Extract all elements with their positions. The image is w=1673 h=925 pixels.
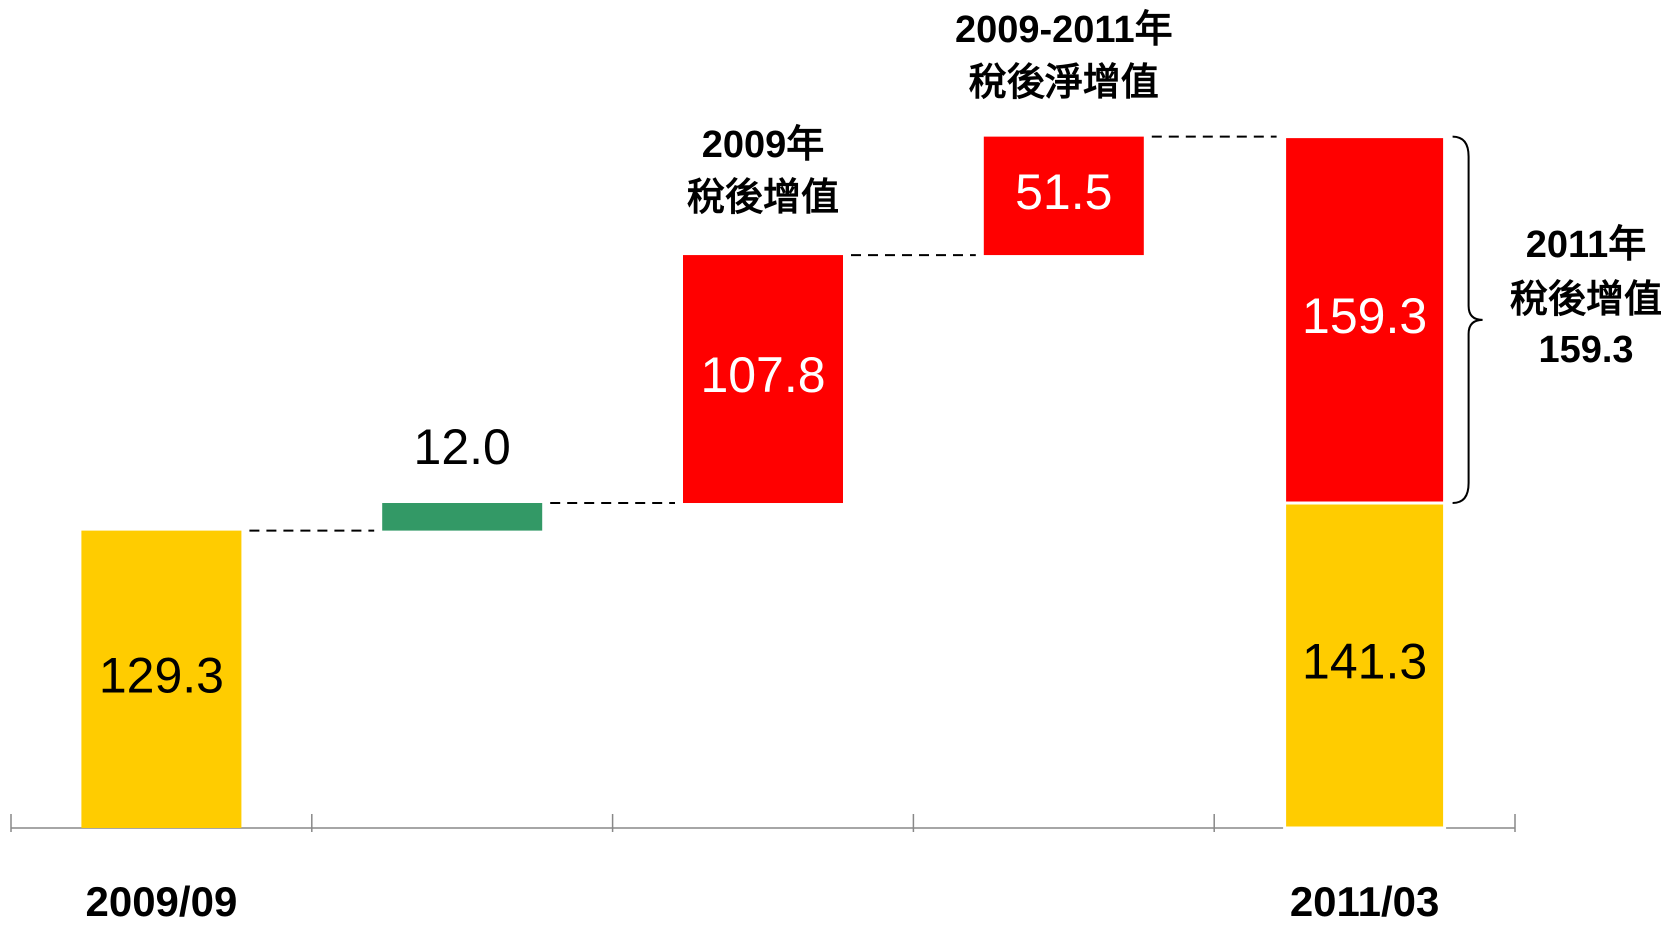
bar bbox=[983, 136, 1144, 256]
bar bbox=[683, 255, 843, 504]
total-bar bbox=[1283, 501, 1447, 830]
brace bbox=[1452, 135, 1483, 505]
value-label: 129.3 bbox=[99, 648, 224, 704]
annotation: 2011年 bbox=[1526, 224, 1646, 266]
annotation: 2009-2011年 bbox=[955, 9, 1173, 51]
annotation: 稅後增值 bbox=[687, 177, 839, 219]
value-label: 107.8 bbox=[700, 347, 825, 403]
annotation: 稅後淨增值 bbox=[969, 62, 1159, 104]
value-label: 141.3 bbox=[1302, 634, 1427, 690]
value-label: 12.0 bbox=[414, 419, 511, 475]
x-tick-label: 2009/09 bbox=[85, 878, 237, 925]
value-label: 51.5 bbox=[1015, 164, 1112, 220]
annotation: 稅後增值 bbox=[1510, 279, 1662, 321]
x-tick-label: 2011/03 bbox=[1290, 878, 1440, 925]
bar bbox=[382, 503, 543, 531]
annotation: 159.3 bbox=[1538, 329, 1633, 371]
value-label: 159.3 bbox=[1302, 288, 1427, 344]
total-bar bbox=[1283, 135, 1447, 505]
annotation: 2009年 bbox=[702, 124, 825, 166]
bar bbox=[81, 530, 242, 828]
